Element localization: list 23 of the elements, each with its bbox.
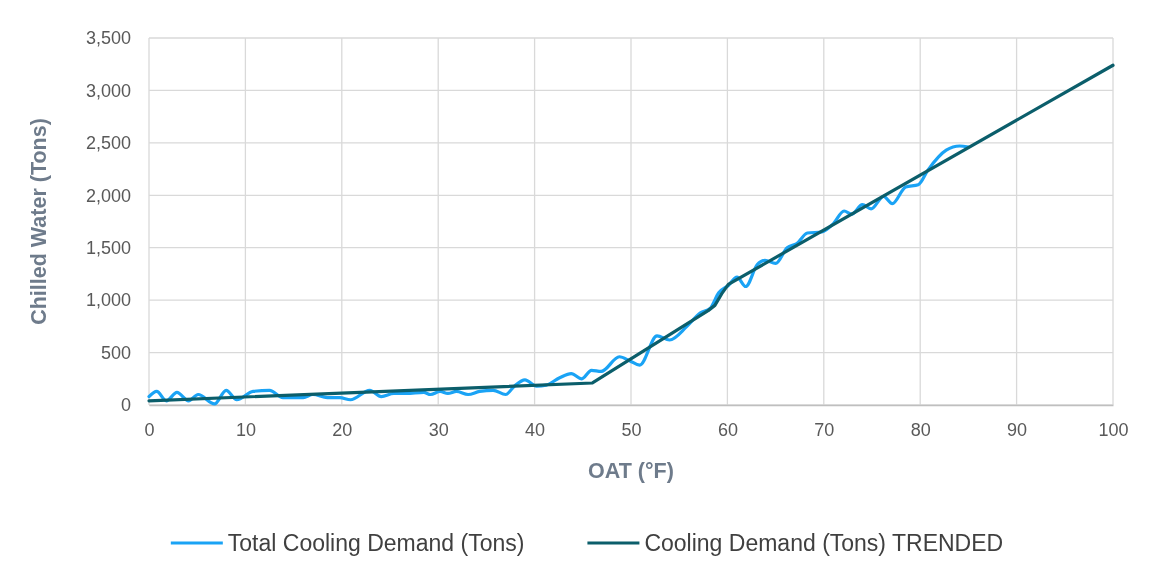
y-tick-label: 1,000	[85, 290, 131, 311]
y-tick-label: 0	[120, 395, 131, 416]
x-tick-label: 20	[332, 419, 353, 440]
x-tick-label: 0	[144, 419, 155, 440]
y-tick-label: 1,500	[85, 237, 131, 258]
y-tick-label: 500	[100, 342, 131, 363]
y-tick-label: 3,000	[85, 80, 131, 101]
x-tick-label: 80	[910, 419, 931, 440]
x-tick-label: 60	[717, 419, 738, 440]
x-tick-label: 70	[814, 419, 835, 440]
legend-label: Cooling Demand (Tons) TRENDED	[644, 530, 1004, 556]
y-tick-label: 2,000	[85, 185, 131, 206]
y-axis-title: Chilled Water (Tons)	[27, 118, 51, 325]
x-tick-label: 40	[525, 419, 546, 440]
x-tick-label: 10	[235, 419, 256, 440]
y-tick-label: 3,500	[85, 28, 131, 49]
x-tick-label: 90	[1007, 419, 1028, 440]
x-tick-label: 50	[621, 419, 642, 440]
legend-label: Total Cooling Demand (Tons)	[227, 530, 525, 556]
x-tick-label: 30	[428, 419, 449, 440]
x-tick-label: 100	[1098, 419, 1129, 440]
x-axis-title: OAT (°F)	[588, 459, 674, 483]
y-tick-label: 2,500	[85, 133, 131, 154]
